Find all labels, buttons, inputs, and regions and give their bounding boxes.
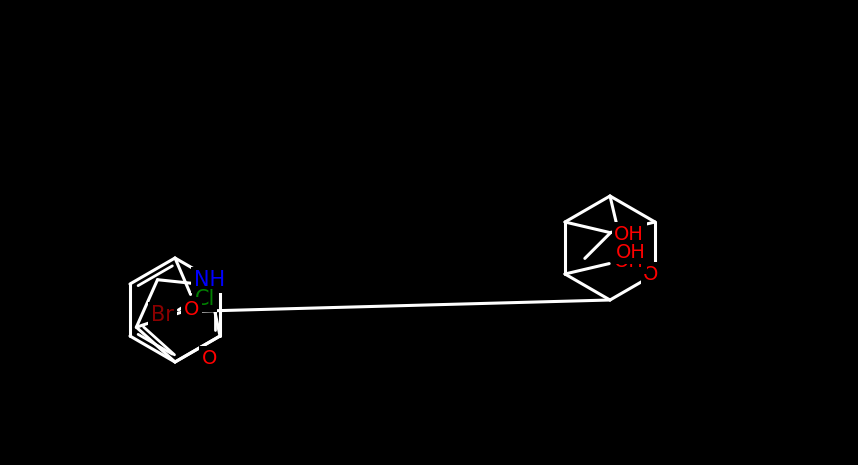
Text: O: O <box>202 349 217 368</box>
Text: OH: OH <box>615 243 645 262</box>
Text: OH: OH <box>614 252 644 271</box>
Text: O: O <box>184 300 199 319</box>
Text: Br: Br <box>151 305 174 325</box>
Text: Cl: Cl <box>195 289 214 309</box>
Text: OH: OH <box>614 225 644 244</box>
Text: O: O <box>644 265 659 284</box>
Text: NH: NH <box>194 270 225 290</box>
